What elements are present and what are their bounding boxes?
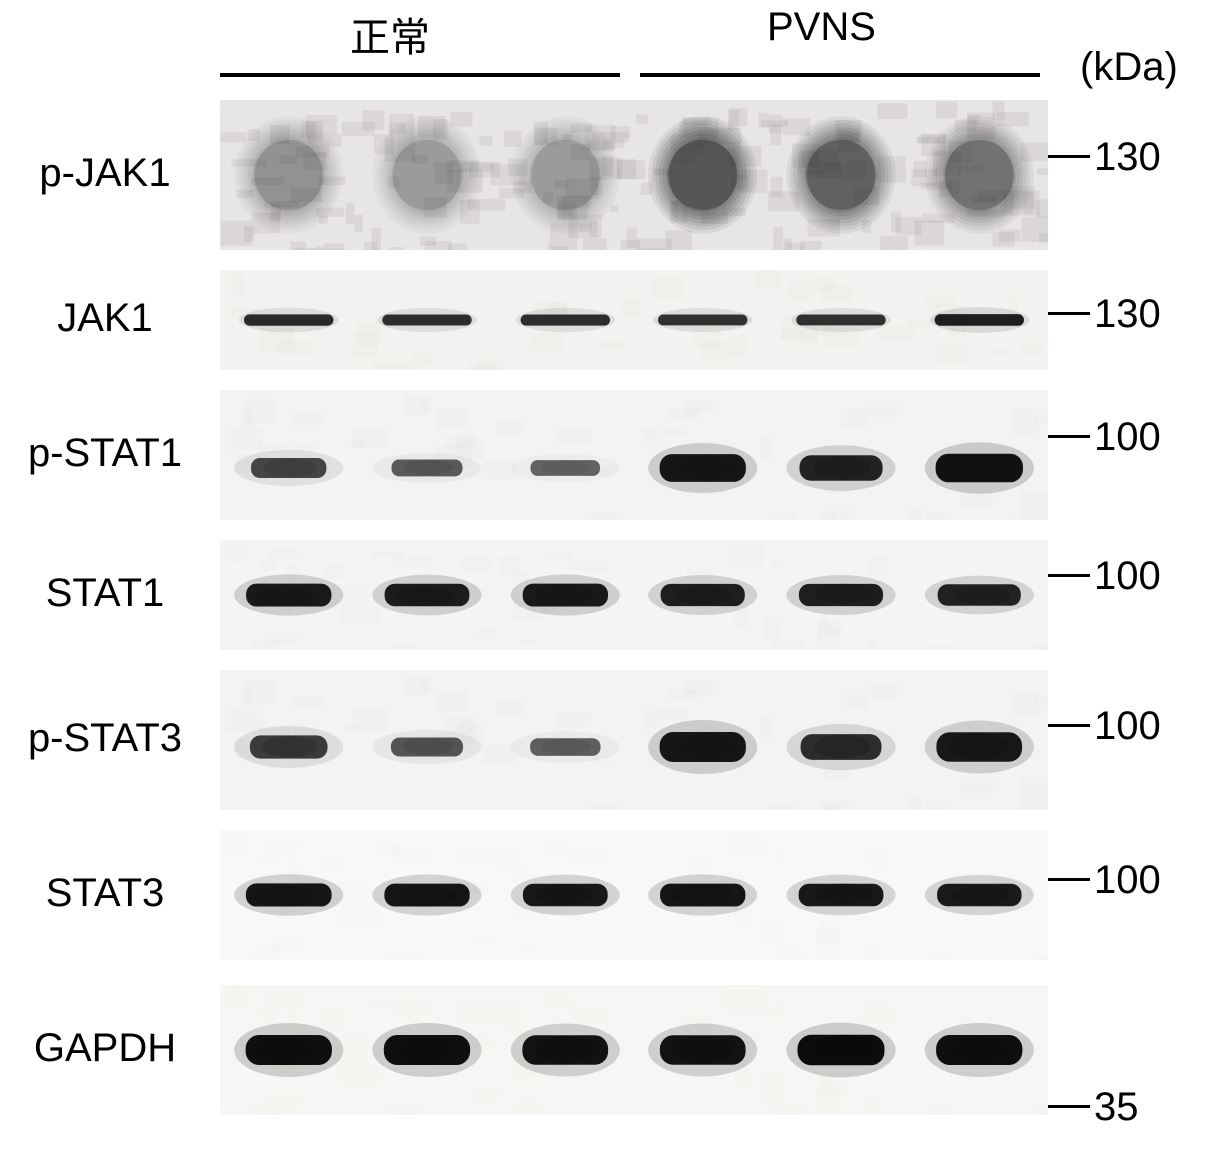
group-underline-normal xyxy=(220,73,620,77)
header-row: 正常 PVNS (kDa) xyxy=(0,0,1231,90)
blot-row: p-JAK1 xyxy=(0,100,1231,250)
protein-label: STAT1 xyxy=(0,571,210,616)
protein-label: p-STAT3 xyxy=(0,716,210,761)
blot-row: STAT3 xyxy=(0,830,1231,960)
blot-strip xyxy=(220,100,1048,250)
blot-strip xyxy=(220,985,1048,1115)
mw-tick xyxy=(1048,435,1090,438)
western-blot-figure: 正常 PVNS (kDa) p-JAK1 JAK1 p-STAT1 STAT1 p-ST… xyxy=(0,0,1231,1162)
protein-label: p-STAT1 xyxy=(0,431,210,476)
group-label-pvns: PVNS xyxy=(767,5,876,50)
mw-tick xyxy=(1048,878,1090,881)
protein-label: GAPDH xyxy=(0,1026,210,1071)
mw-label: 130 xyxy=(1094,135,1161,180)
blot-strip xyxy=(220,540,1048,650)
mw-label: 130 xyxy=(1094,292,1161,337)
mw-tick xyxy=(1048,312,1090,315)
protein-label: STAT3 xyxy=(0,871,210,916)
mw-tick xyxy=(1048,1105,1090,1108)
protein-label: p-JAK1 xyxy=(0,151,210,196)
mw-tick xyxy=(1048,574,1090,577)
blot-strip xyxy=(220,270,1048,370)
mw-label: 100 xyxy=(1094,858,1161,903)
mw-label: 100 xyxy=(1094,415,1161,460)
blot-row: p-STAT1 xyxy=(0,390,1231,520)
mw-tick xyxy=(1048,155,1090,158)
mw-tick xyxy=(1048,724,1090,727)
mw-label: 100 xyxy=(1094,704,1161,749)
group-underline-pvns xyxy=(640,73,1040,77)
blot-strip xyxy=(220,830,1048,960)
blot-row: GAPDH xyxy=(0,985,1231,1115)
kda-unit-label: (kDa) xyxy=(1080,45,1178,90)
protein-label: JAK1 xyxy=(0,296,210,341)
blot-row: STAT1 xyxy=(0,540,1231,650)
blot-strip xyxy=(220,670,1048,810)
blot-row: JAK1 xyxy=(0,270,1231,370)
blot-strip xyxy=(220,390,1048,520)
mw-label: 100 xyxy=(1094,554,1161,599)
group-label-normal: 正常 xyxy=(350,5,430,63)
blot-row: p-STAT3 xyxy=(0,670,1231,810)
mw-label: 35 xyxy=(1094,1085,1139,1130)
